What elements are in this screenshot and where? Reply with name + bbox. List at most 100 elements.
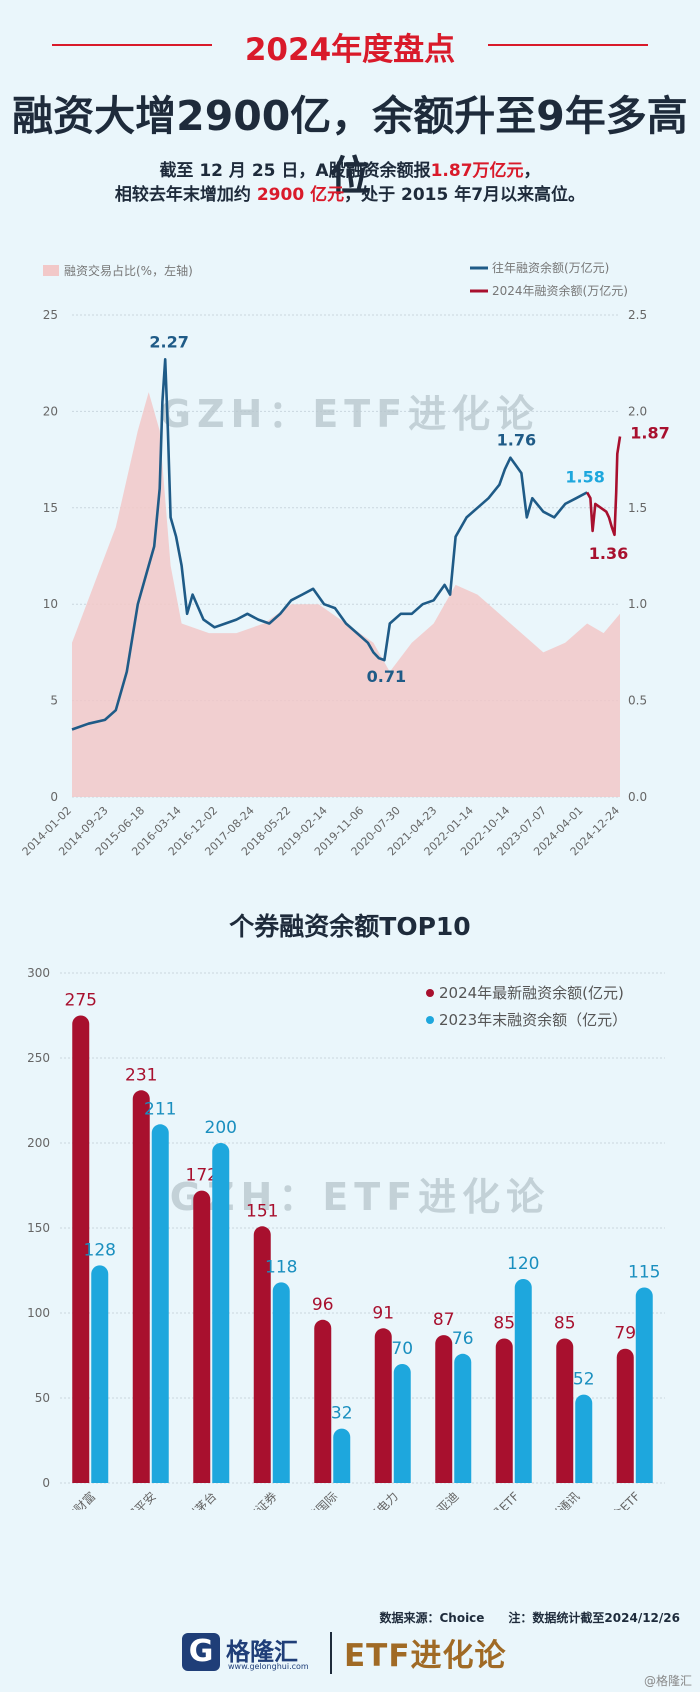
bar-2024-value-label: 87 (433, 1310, 455, 1330)
left-tick-label: 10 (43, 597, 58, 611)
bar-2024 (616, 1348, 634, 1483)
bar-2023-value-label: 120 (507, 1254, 539, 1274)
bar-2024 (193, 1190, 211, 1483)
bar-2024-value-label: 151 (246, 1201, 278, 1221)
legend-current-label: 2024年融资余额(万亿元) (492, 283, 628, 298)
top10-bar-chart: 个券融资余额TOP10 0 50 100 150 200 250 300 2024年最新融资余额… (27, 912, 665, 1510)
legend-ratio-label: 融资交易占比(%，左轴) (64, 263, 193, 278)
bar-y-tick-label: 100 (27, 1306, 50, 1320)
gelonghui-logo-name: 格隆汇 (226, 1638, 298, 1666)
bar-2023-value-label: 32 (331, 1404, 353, 1424)
left-tick-label: 20 (43, 404, 58, 418)
corner-watermark: @格隆汇 (643, 1674, 692, 1688)
bar-2023-value-label: 115 (628, 1263, 660, 1283)
bar-category-label: 中兴通讯 (538, 1489, 583, 1510)
left-tick-label: 25 (43, 308, 58, 322)
bar-category-label: 易方达黄金ETF (574, 1488, 643, 1510)
bar-category-label: 中芯国际 (296, 1489, 341, 1510)
balance-2024-line (585, 436, 622, 537)
right-tick-label: 2.0 (628, 404, 647, 418)
bar-category-label: 贵州茅台 (175, 1489, 220, 1510)
page-title: 融资大增2900亿，余额升至9年多高位 (12, 92, 688, 200)
subtitle-2-c: ，处于 2015 年7月以来高位。 (344, 185, 586, 205)
bar-y-tick-label: 50 (35, 1391, 50, 1405)
annotation-0-71: 0.71 (367, 667, 406, 686)
bar-2024-value-label: 172 (186, 1166, 218, 1186)
bar-2023 (212, 1143, 230, 1483)
right-tick-label: 2.5 (628, 308, 647, 322)
left-tick-label: 15 (43, 501, 58, 515)
left-tick-label: 5 (50, 694, 58, 708)
logo-divider (330, 1632, 332, 1674)
subtitle-2-highlight: 2900 亿元 (256, 185, 345, 205)
legend-ratio-swatch (43, 265, 59, 276)
header-rule-right (488, 44, 648, 46)
balance-chart: 融资交易占比(%，左轴) 往年融资余额(万亿元) 2024年融资余额(万亿元) 0 5 1… (20, 260, 670, 858)
subtitle-1-c: ， (523, 161, 541, 181)
bar-2023-value-label: 200 (205, 1118, 237, 1138)
bar-2024 (556, 1338, 574, 1483)
bar-2024-value-label: 96 (312, 1295, 334, 1315)
header-rule-left (52, 44, 212, 46)
bar-2024 (132, 1090, 150, 1483)
bar-2023-value-label: 70 (391, 1339, 413, 1359)
bar-y-tick-label: 200 (27, 1136, 50, 1150)
bar-legend-swatch (426, 989, 434, 997)
bar-2023 (272, 1282, 290, 1483)
data-source-note: 数据来源：Choice 注：数据统计截至2024/12/26 (379, 1611, 680, 1625)
bar-category-label: 长江电力 (357, 1489, 401, 1510)
right-tick-label: 0.5 (628, 694, 647, 708)
bar-2024 (72, 1015, 90, 1483)
subtitle-2-a: 相较去年末增加约 (114, 185, 257, 205)
past-balance-line (71, 358, 588, 731)
annotation-2-27: 2.27 (149, 332, 188, 351)
watermark-chart2: GZH：ETF进化论 (170, 1175, 550, 1219)
bar-y-tick-label: 300 (27, 966, 50, 980)
right-tick-label: 1.5 (628, 501, 647, 515)
bar-chart-title: 个券融资余额TOP10 (229, 912, 470, 941)
bar-2023-value-label: 118 (265, 1257, 297, 1277)
subtitle-1-highlight: 1.87万亿元 (430, 161, 524, 181)
bar-2023-value-label: 76 (452, 1329, 474, 1349)
subtitle-line-2: 相较去年末增加约 2900 亿元，处于 2015 年7月以来高位。 (0, 180, 700, 205)
bar-2023 (393, 1364, 411, 1483)
bar-2024-value-label: 91 (372, 1303, 394, 1323)
bar-category-label: 中国平安 (114, 1489, 159, 1510)
gelonghui-logo-icon: G (182, 1633, 220, 1671)
bar-2023 (91, 1265, 109, 1483)
bar-category-label: 东方财富 (54, 1489, 99, 1510)
bar-2024 (495, 1338, 513, 1483)
bar-y-tick-label: 150 (27, 1221, 50, 1235)
header-tag: 2024年度盘点 (244, 32, 456, 68)
bar-y-tick-label: 0 (42, 1476, 50, 1490)
bar-2023 (333, 1428, 351, 1483)
right-tick-label: 0.0 (628, 790, 647, 804)
bar-2024 (435, 1335, 453, 1483)
annotation-1-87: 1.87 (630, 423, 669, 442)
bar-2024-value-label: 275 (65, 991, 97, 1011)
bar-2024 (374, 1328, 392, 1483)
subtitle-1-a: 截至 12 月 25 日，A股融资余额报 (159, 161, 431, 181)
bar-2024 (314, 1319, 332, 1483)
bar-category-label: 华安黄金易ETF (453, 1488, 522, 1510)
right-tick-label: 1.0 (628, 597, 647, 611)
left-tick-label: 0 (50, 790, 58, 804)
annotation-1-76: 1.76 (497, 431, 536, 450)
bar-2023-value-label: 211 (144, 1099, 176, 1119)
bar-legend-label: 2024年最新融资余额(亿元) (439, 984, 624, 1002)
annotation-1-36: 1.36 (589, 544, 628, 563)
ratio-area (72, 392, 620, 797)
bar-category-label: 比亚迪 (426, 1489, 461, 1510)
bar-2023 (454, 1353, 472, 1483)
bar-2024-value-label: 231 (125, 1065, 157, 1085)
watermark-chart1: GZH：ETF进化论 (160, 392, 540, 436)
bar-2024 (253, 1226, 271, 1483)
bar-category-label: 中信证券 (235, 1489, 280, 1510)
bar-y-tick-label: 250 (27, 1051, 50, 1065)
bar-2024-value-label: 79 (614, 1324, 636, 1344)
gelonghui-logo-url: www.gelonghui.com (228, 1662, 309, 1671)
bar-legend-swatch (426, 1016, 434, 1024)
legend-past-label: 往年融资余额(万亿元) (492, 260, 609, 275)
bar-2023-value-label: 128 (84, 1240, 116, 1260)
annotation-1-58: 1.58 (565, 467, 604, 486)
